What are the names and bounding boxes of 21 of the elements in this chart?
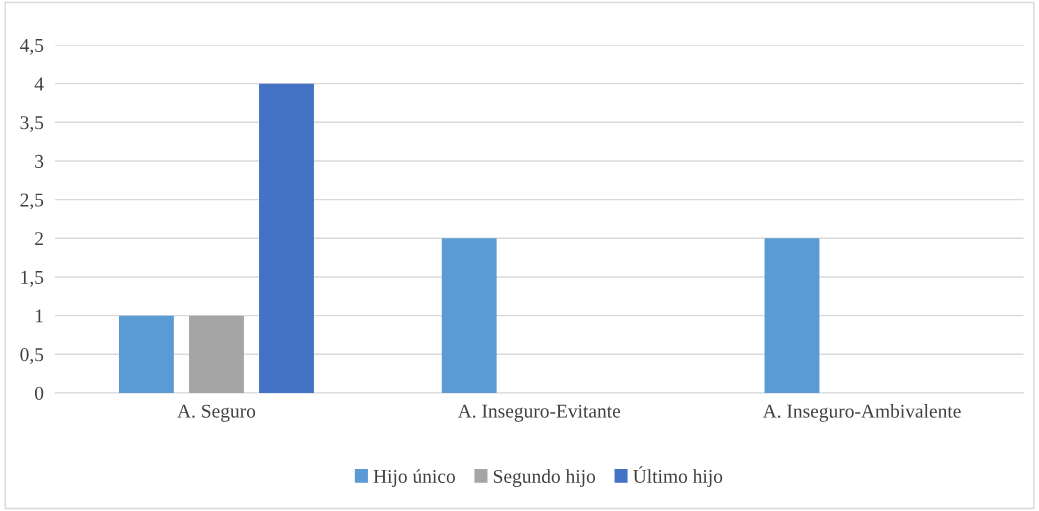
y-tick-label: 4,5: [20, 38, 44, 55]
y-tick-label: 0,5: [20, 348, 44, 365]
legend-label: Segundo hijo: [493, 469, 596, 487]
y-tick-label: 3: [35, 154, 44, 168]
legend-label: Hijo único: [373, 469, 455, 487]
bar: [118, 315, 174, 393]
x-tick-label: A. Inseguro-Evitante: [457, 404, 621, 422]
legend-label: Último hijo: [633, 466, 723, 487]
y-tick-label: 4: [34, 77, 44, 91]
x-tick-label: A. Inseguro-Ambivalente: [762, 404, 961, 422]
bar: [189, 315, 244, 393]
y-tick-label: 3,5: [20, 116, 44, 133]
bar: [764, 238, 820, 393]
y-tick-label: 2: [35, 232, 43, 246]
y-tick-label: 0: [34, 386, 44, 400]
bar: [441, 238, 497, 393]
y-tick-label: 1: [35, 309, 43, 323]
x-tick-label: A. Seguro: [177, 404, 256, 422]
y-tick-label: 2,5: [20, 193, 44, 210]
y-tick-label: 1,5: [21, 270, 44, 287]
bar: [259, 83, 314, 393]
